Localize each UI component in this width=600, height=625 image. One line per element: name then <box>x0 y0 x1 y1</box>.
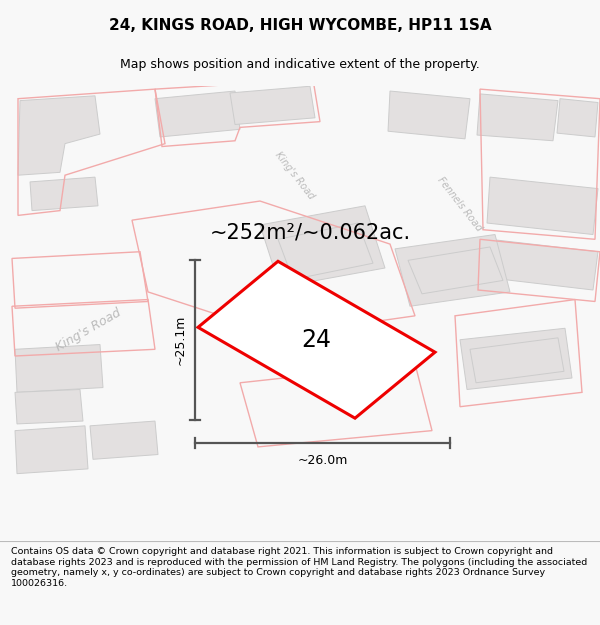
Text: Contains OS data © Crown copyright and database right 2021. This information is : Contains OS data © Crown copyright and d… <box>11 548 587 588</box>
Text: 24: 24 <box>302 328 331 352</box>
Polygon shape <box>15 389 83 424</box>
Text: 24, KINGS ROAD, HIGH WYCOMBE, HP11 1SA: 24, KINGS ROAD, HIGH WYCOMBE, HP11 1SA <box>109 18 491 33</box>
Text: King's Road: King's Road <box>274 149 317 201</box>
Polygon shape <box>230 86 315 124</box>
Polygon shape <box>408 247 503 294</box>
Polygon shape <box>487 177 598 234</box>
Polygon shape <box>557 99 598 137</box>
Polygon shape <box>260 206 385 287</box>
Polygon shape <box>15 426 88 474</box>
Text: ~25.1m: ~25.1m <box>173 315 187 366</box>
Polygon shape <box>155 91 240 137</box>
Polygon shape <box>487 239 598 290</box>
Polygon shape <box>30 177 98 211</box>
Polygon shape <box>278 223 373 279</box>
Polygon shape <box>15 344 103 392</box>
Polygon shape <box>460 328 572 389</box>
Text: Fennels Road: Fennels Road <box>436 175 484 233</box>
Text: ~26.0m: ~26.0m <box>298 454 347 467</box>
Polygon shape <box>90 421 158 459</box>
Polygon shape <box>470 338 564 382</box>
Polygon shape <box>388 91 470 139</box>
Polygon shape <box>198 261 435 418</box>
Text: ~252m²/~0.062ac.: ~252m²/~0.062ac. <box>209 222 410 243</box>
Text: King's Road: King's Road <box>53 306 123 354</box>
Polygon shape <box>477 94 558 141</box>
Polygon shape <box>18 96 100 175</box>
Text: Map shows position and indicative extent of the property.: Map shows position and indicative extent… <box>120 58 480 71</box>
Polygon shape <box>395 234 510 306</box>
